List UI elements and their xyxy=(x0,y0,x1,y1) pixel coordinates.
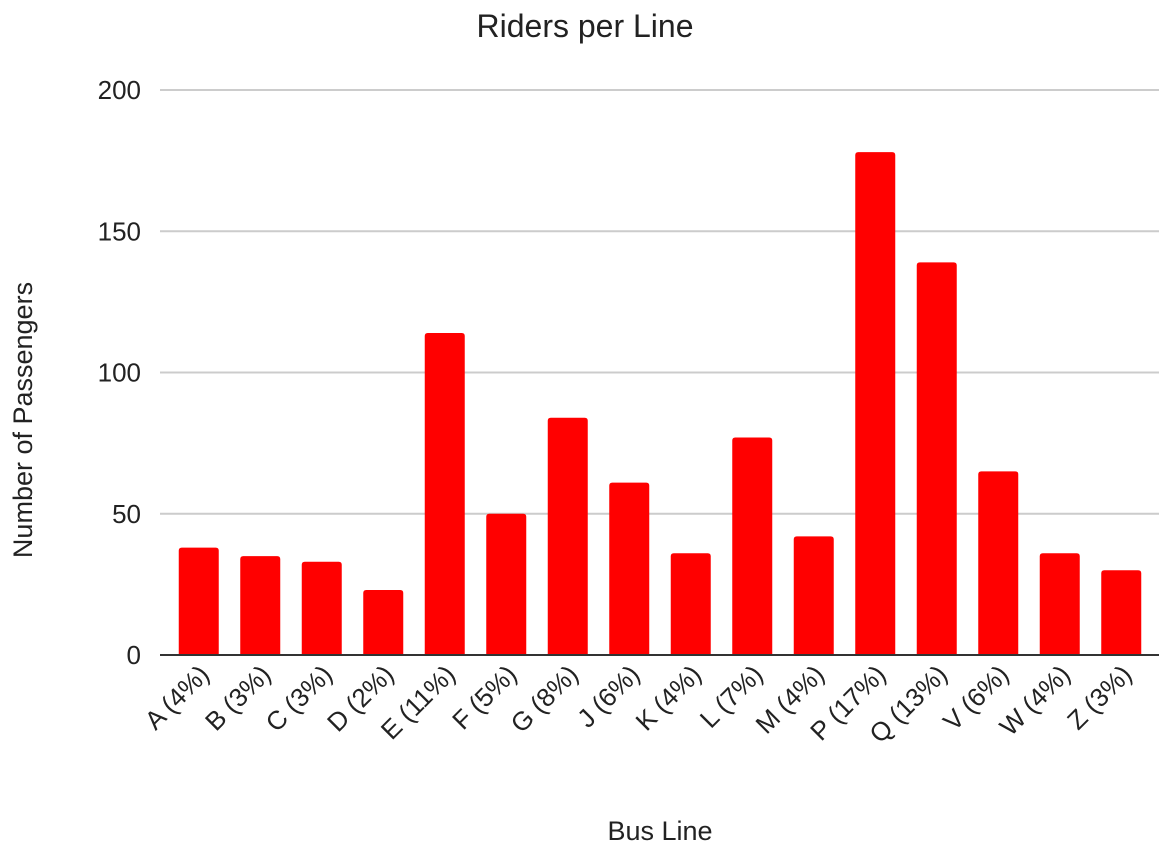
y-tick-label: 200 xyxy=(98,75,141,105)
x-tick-label: W (4%) xyxy=(993,659,1075,741)
chart-title: Riders per Line xyxy=(477,8,694,44)
y-tick-label: 100 xyxy=(98,358,141,388)
gridlines xyxy=(160,89,1159,515)
bar xyxy=(178,547,219,655)
x-tick-label: Z (3%) xyxy=(1061,659,1137,735)
x-tick-label: B (3%) xyxy=(199,659,276,736)
bar xyxy=(793,536,834,655)
x-tick-label: K (4%) xyxy=(630,659,707,736)
bar xyxy=(978,471,1019,655)
y-tick-label: 0 xyxy=(127,640,141,670)
y-tick-label: 50 xyxy=(112,499,141,529)
x-tick-label: A (4%) xyxy=(139,659,215,735)
bars xyxy=(178,152,1142,655)
bar xyxy=(1101,570,1142,655)
y-tick-label: 150 xyxy=(98,216,141,246)
bar xyxy=(547,417,588,655)
y-tick-labels: 0 50 100 150 200 xyxy=(98,75,141,670)
bar xyxy=(732,437,773,655)
x-tick-label: C (3%) xyxy=(260,659,338,737)
bar xyxy=(424,332,465,655)
bar xyxy=(1039,553,1080,655)
x-tick-label: J (6%) xyxy=(571,659,645,733)
bar xyxy=(363,590,404,655)
x-axis-title: Bus Line xyxy=(607,816,712,844)
x-tick-label: G (8%) xyxy=(505,659,584,738)
bar xyxy=(855,152,896,655)
bar xyxy=(301,561,342,655)
bar xyxy=(486,513,527,655)
bar xyxy=(670,553,711,655)
bar xyxy=(240,556,281,655)
bar xyxy=(609,482,650,655)
y-axis-title: Number of Passengers xyxy=(8,282,38,558)
bar xyxy=(916,262,957,655)
x-tick-labels: A (4%)B (3%)C (3%)D (2%)E (11%)F (5%)G (… xyxy=(139,659,1138,749)
